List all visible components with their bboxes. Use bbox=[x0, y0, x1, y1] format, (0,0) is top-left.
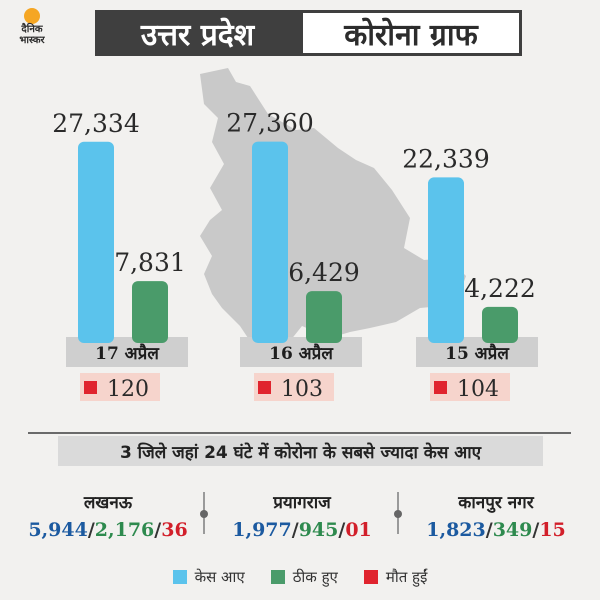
legend: केस आए ठीक हुए मौत हुईं bbox=[0, 567, 600, 587]
bar-cases bbox=[252, 141, 288, 343]
district-deaths: 15 bbox=[539, 519, 566, 541]
date-label: 17 अप्रैल bbox=[95, 343, 160, 364]
district-name: कानपुर नगर bbox=[458, 493, 534, 513]
legend-swatch-cases bbox=[172, 570, 187, 584]
death-swatch bbox=[258, 381, 271, 394]
district-prayagraj: प्रयागराज 1,977/945/01 bbox=[202, 490, 402, 541]
district-name: लखनऊ bbox=[83, 493, 133, 513]
death-swatch bbox=[434, 381, 447, 394]
sun-icon bbox=[24, 8, 40, 24]
stat-separator: / bbox=[532, 519, 540, 541]
section-divider bbox=[28, 432, 571, 434]
bar-recovered bbox=[306, 291, 342, 343]
data-label-cases: 22,339 bbox=[402, 144, 489, 173]
date-label: 16 अप्रैल bbox=[269, 343, 334, 364]
legend-swatch-recovered bbox=[270, 570, 285, 584]
date-label: 15 अप्रैल bbox=[445, 343, 510, 364]
legend-item-deaths: मौत हुईं bbox=[363, 567, 428, 587]
bars-group: 17 अप्रैल 27,334 7,831 120 16 अप्रैल 27,360 6,… bbox=[52, 109, 538, 402]
stat-separator: / bbox=[87, 519, 95, 541]
legend-label-recovered: ठीक हुए bbox=[292, 568, 338, 586]
district-deaths: 36 bbox=[161, 519, 188, 541]
logo-text: दैनिक भास्कर bbox=[8, 24, 56, 46]
district-cases: 1,823 bbox=[426, 519, 486, 541]
district-recovered: 349 bbox=[492, 519, 533, 541]
data-label-recovered: 7,831 bbox=[114, 248, 186, 277]
data-label-recovered: 6,429 bbox=[288, 258, 360, 287]
district-recovered: 945 bbox=[298, 519, 339, 541]
title-corona-graph: कोरोना ग्राफ bbox=[300, 10, 522, 56]
data-label-cases: 27,360 bbox=[226, 109, 313, 138]
legend-item-cases: केस आए bbox=[172, 567, 245, 587]
district-cases: 5,944 bbox=[28, 519, 88, 541]
district-recovered: 2,176 bbox=[94, 519, 155, 541]
legend-label-cases: केस आए bbox=[194, 568, 245, 586]
legend-swatch-deaths bbox=[363, 570, 378, 584]
district-kanpur-nagar: कानपुर नगर 1,823/349/15 bbox=[396, 490, 596, 541]
bar-chart: 17 अप्रैल 27,334 7,831 120 16 अप्रैल 27,360 6,… bbox=[52, 68, 538, 402]
stat-separator: / bbox=[338, 519, 346, 541]
data-label-recovered: 4,222 bbox=[464, 274, 536, 303]
death-swatch bbox=[84, 381, 97, 394]
title-state: उत्तर प्रदेश bbox=[95, 10, 300, 56]
data-label-cases: 27,334 bbox=[52, 109, 139, 138]
bar-recovered bbox=[132, 281, 168, 343]
district-separator bbox=[394, 492, 402, 534]
logo-line2: भास्कर bbox=[19, 35, 45, 46]
district-stats: 1,823/349/15 bbox=[396, 519, 596, 541]
death-label: 103 bbox=[281, 377, 323, 402]
district-lucknow: लखनऊ 5,944/2,176/36 bbox=[8, 490, 208, 541]
stat-separator: / bbox=[291, 519, 299, 541]
bar-cases bbox=[78, 141, 114, 343]
stat-separator: / bbox=[485, 519, 493, 541]
district-stats: 5,944/2,176/36 bbox=[8, 519, 208, 541]
dainik-bhaskar-logo: दैनिक भास्कर bbox=[8, 8, 56, 52]
district-deaths: 01 bbox=[345, 519, 372, 541]
districts-subtitle: 3 जिले जहां 24 घंटे में कोरोना के सबसे ज… bbox=[58, 436, 543, 466]
bar-recovered bbox=[482, 306, 518, 343]
logo-line1: दैनिक bbox=[21, 24, 43, 35]
district-separator bbox=[200, 492, 208, 534]
bar-cases bbox=[428, 177, 464, 343]
district-cases: 1,977 bbox=[232, 519, 292, 541]
death-label: 104 bbox=[457, 377, 499, 402]
death-label: 120 bbox=[107, 377, 149, 402]
legend-label-deaths: मौत हुईं bbox=[385, 568, 428, 586]
legend-item-recovered: ठीक हुए bbox=[270, 567, 338, 587]
district-stats: 1,977/945/01 bbox=[202, 519, 402, 541]
stat-separator: / bbox=[154, 519, 162, 541]
district-name: प्रयागराज bbox=[273, 493, 331, 513]
